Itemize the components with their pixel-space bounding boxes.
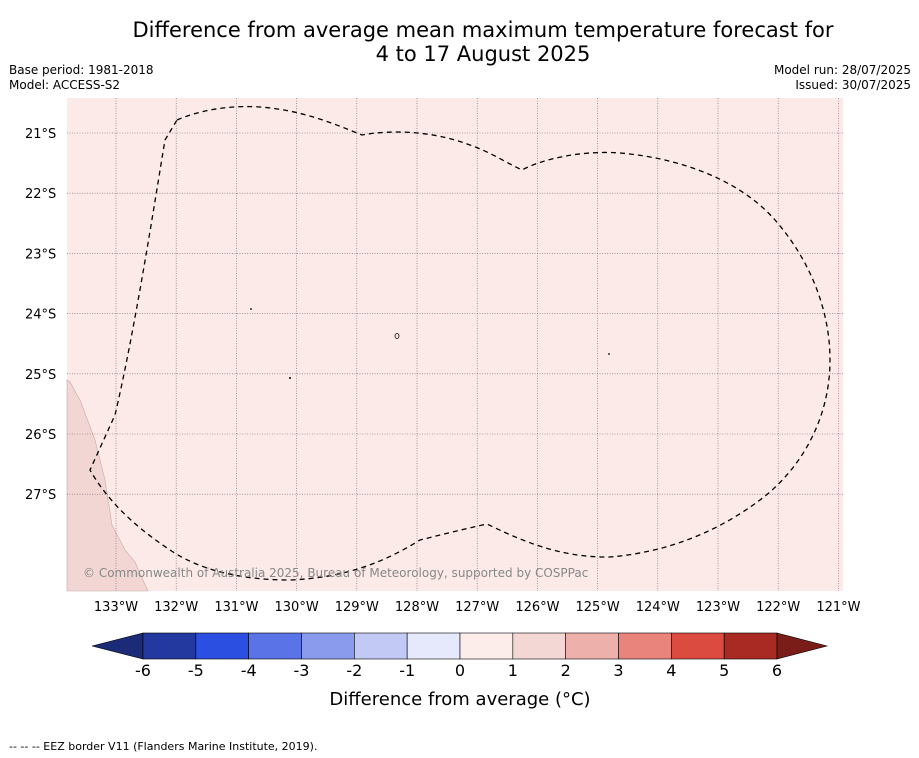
colorbar-segment [459, 632, 514, 660]
island-4 [289, 377, 291, 379]
gridlines [67, 98, 843, 591]
lat-label: 22°S [25, 187, 56, 202]
footnote: -- -- -- EEZ border V11 (Flanders Marine… [9, 740, 318, 753]
lon-label: 130°W [275, 600, 319, 615]
colorbar-tick-label: 6 [772, 661, 782, 680]
map-title: Difference from average mean maximum tem… [0, 18, 919, 66]
lon-label: 127°W [455, 600, 499, 615]
title-line-1: Difference from average mean maximum tem… [132, 18, 834, 42]
meta-right: Model run: 28/07/2025 Issued: 30/07/2025 [774, 63, 911, 93]
colorbar-tick-label: 4 [666, 661, 676, 680]
colorbar: -6 -5 -4 -3 -2 -1 0 1 2 3 4 5 6 Difference from aver… [91, 632, 829, 710]
map-background [67, 98, 843, 591]
colorbar-tick-label: -3 [294, 661, 310, 680]
colorbar-title: Difference from average (°C) [329, 689, 590, 710]
lat-label: 21°S [25, 127, 56, 142]
lat-label: 25°S [25, 368, 56, 383]
lon-label: 121°W [816, 600, 860, 615]
lon-label: 133°W [94, 600, 138, 615]
colorbar-tick-label: -2 [346, 661, 362, 680]
colorbar-segment [618, 632, 672, 660]
colorbar-segment [354, 632, 408, 660]
lon-label: 123°W [696, 600, 740, 615]
eez-border [89, 105, 831, 581]
model-text: Model: ACCESS-S2 [9, 78, 121, 92]
colorbar-segment [565, 632, 619, 660]
issued-text: Issued: 30/07/2025 [795, 78, 911, 92]
lon-label: 131°W [214, 600, 258, 615]
colorbar-tick-label: -1 [399, 661, 415, 680]
colorbar-tick-label: 0 [455, 661, 465, 680]
colorbar-tick-label: -6 [135, 661, 151, 680]
colorbar-segment [671, 632, 725, 660]
lon-label: 126°W [515, 600, 559, 615]
lat-label: 24°S [25, 308, 56, 323]
lat-label: 26°S [25, 428, 56, 443]
latitude-labels: 21°S 22°S 23°S 24°S 25°S 26°S 27°S [25, 127, 56, 503]
lon-label: 125°W [576, 600, 620, 615]
colorbar-segment [195, 632, 249, 660]
lat-label: 27°S [25, 488, 56, 503]
colorbar-tick-label: 3 [613, 661, 623, 680]
title-line-2: 4 to 17 August 2025 [375, 42, 591, 66]
colorbar-segment [406, 632, 461, 660]
colorbar-segment [723, 632, 778, 660]
lon-label: 129°W [335, 600, 379, 615]
colorbar-tick-label: -4 [241, 661, 257, 680]
colorbar-tick-label: -5 [188, 661, 204, 680]
copyright-text: © Commonwealth of Australia 2025, Bureau… [83, 566, 588, 580]
base-period-text: Base period: 1981-2018 [9, 63, 154, 77]
meta-left: Base period: 1981-2018 Model: ACCESS-S2 [9, 63, 154, 93]
colorbar-segment [248, 632, 302, 660]
colorbar-segment [301, 632, 355, 660]
lat-label: 23°S [25, 247, 56, 262]
land-mass [66, 379, 149, 592]
colorbar-tick-label: 5 [719, 661, 729, 680]
lon-label: 132°W [154, 600, 198, 615]
island-2 [394, 333, 400, 339]
model-run-text: Model run: 28/07/2025 [773, 63, 911, 77]
colorbar-high-extend [776, 632, 829, 660]
island-3 [608, 353, 610, 355]
island-1 [250, 308, 252, 310]
lon-label: 128°W [395, 600, 439, 615]
lon-label: 122°W [756, 600, 800, 615]
lon-label: 124°W [636, 600, 680, 615]
colorbar-segment [142, 632, 197, 660]
colorbar-low-extend [91, 632, 144, 660]
longitude-labels: 133°W 132°W 131°W 130°W 129°W 128°W 127°W 126°W… [94, 600, 861, 615]
colorbar-tick-label: 1 [508, 661, 518, 680]
colorbar-tick-label: 2 [561, 661, 571, 680]
colorbar-segment [512, 632, 566, 660]
